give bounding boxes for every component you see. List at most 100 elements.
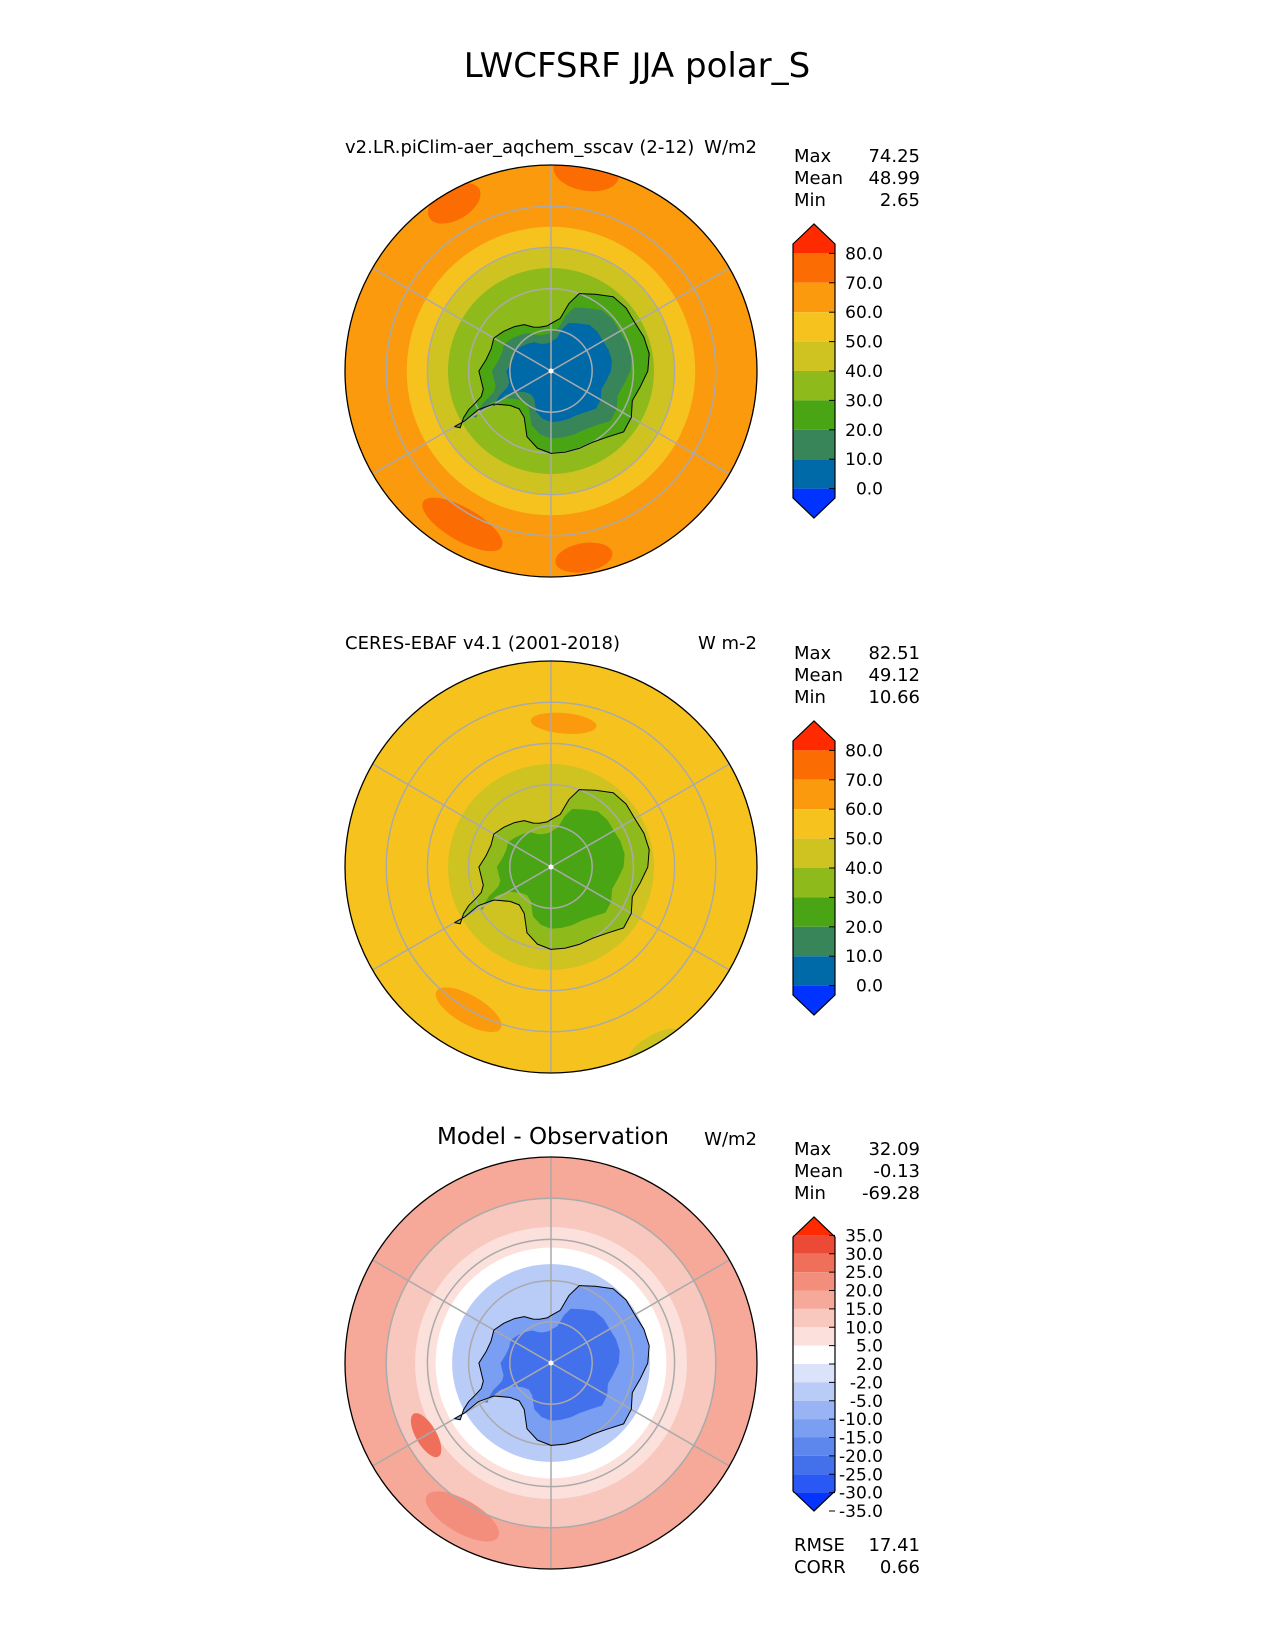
stats-model: Max 74.25 Mean 48.99 Min 2.65	[794, 146, 920, 211]
gridline-lon	[372, 1259, 552, 1364]
gridline-lon	[372, 763, 552, 868]
stat-max-value: 82.51	[868, 643, 920, 664]
pole-marker	[548, 1360, 554, 1366]
stat-corr-value: 0.66	[880, 1557, 920, 1578]
stat-mean-value: 49.12	[868, 665, 920, 686]
colorbar-tick-label: -25.0	[839, 1465, 883, 1485]
stats-obs: Max 82.51 Mean 49.12 Min 10.66	[794, 643, 920, 708]
colorbar-tick-label: 50.0	[845, 830, 883, 850]
colorbar-segment	[793, 1290, 835, 1309]
colorbar-segment	[793, 721, 835, 751]
colorbar-segment	[793, 1455, 835, 1475]
colorbar-segment	[793, 1235, 835, 1254]
colorbar-tick-label: 80.0	[845, 244, 883, 264]
panel-obs: CERES-EBAF v4.1 (2001-2018) W m-2 Max 82…	[344, 633, 920, 1074]
colorbar-segment	[793, 750, 835, 780]
colorbar-tick-label: 60.0	[845, 303, 883, 323]
colorbar-segment	[793, 1345, 835, 1364]
gridline-lon	[550, 267, 730, 372]
colorbar-tick-label: 70.0	[845, 274, 883, 294]
gridline-lon	[550, 866, 730, 971]
colorbar-tick-label: -20.0	[839, 1447, 883, 1467]
colorbar-segment	[793, 341, 835, 371]
colorbar-tick-label: 60.0	[845, 800, 883, 820]
coastline	[454, 1285, 650, 1446]
colorbar-tick-label: 0.0	[856, 977, 883, 997]
panel-diff-title: Model - Observation	[437, 1124, 669, 1150]
gridline-lon	[550, 763, 730, 868]
colorbar-tick-label: 15.0	[845, 1300, 883, 1320]
stat-max-label: Max	[794, 643, 832, 664]
colorbar-tick-label: 5.0	[856, 1337, 883, 1357]
stat-min-value: -69.28	[862, 1183, 920, 1204]
colorbar-segment	[793, 429, 835, 460]
colorbar-tick-label: 35.0	[845, 1226, 883, 1246]
colorbar-tick-label: 40.0	[845, 859, 883, 879]
colorbar-obs: 80.0 70.0 60.0 50.0 40.0 30.0 20.0 10.0 0.0	[792, 720, 883, 1016]
colorbar-segment	[793, 956, 835, 986]
colorbar-segment	[793, 1308, 835, 1328]
stat-max-label: Max	[794, 1139, 832, 1160]
stat-max-value: 74.25	[868, 146, 920, 167]
stat-mean-value: -0.13	[873, 1161, 920, 1182]
colorbar-segment	[793, 1474, 835, 1493]
stat-min-value: 10.66	[868, 687, 920, 708]
gridline-lon	[550, 1259, 730, 1364]
colorbar-segment	[793, 488, 835, 518]
colorbar-tick-label: 25.0	[845, 1263, 883, 1283]
pole-marker	[548, 864, 554, 870]
colorbar-tick-label: 40.0	[845, 362, 883, 382]
map-border	[344, 660, 758, 1074]
colorbar-segment	[793, 985, 835, 1015]
stat-max-label: Max	[794, 146, 832, 167]
colorbar-tick-label: 2.0	[856, 1355, 883, 1375]
colorbar-model: 80.0 70.0 60.0 50.0 40.0 30.0 20.0 10.0 0.0	[792, 223, 883, 519]
colorbar-segment	[793, 224, 835, 254]
colorbar-tick-label: 0.0	[856, 480, 883, 500]
colorbar-segment	[793, 809, 835, 839]
gridline-lon	[550, 370, 730, 475]
colorbar-segment	[793, 282, 835, 313]
panel-obs-title: CERES-EBAF v4.1 (2001-2018)	[345, 633, 620, 654]
colorbar-tick-label: -2.0	[850, 1373, 883, 1393]
colorbar-outline	[792, 1216, 836, 1512]
colorbar-diff: 35.030.025.020.015.010.05.02.0-2.0-5.0-1…	[792, 1216, 883, 1522]
stat-mean-label: Mean	[794, 168, 843, 189]
colorbar-outline	[792, 720, 836, 1016]
colorbar-segment	[793, 1382, 835, 1401]
field-band-3	[555, 542, 613, 573]
panel-obs-units: W m-2	[698, 633, 757, 654]
colorbar-segment	[793, 312, 835, 342]
panel-model: v2.LR.piClim-aer_aqchem_sscav (2-12) W/m…	[344, 137, 920, 578]
colorbar-segment	[793, 1419, 835, 1438]
colorbar-segment	[793, 400, 835, 430]
stat-mean-label: Mean	[794, 1161, 843, 1182]
colorbar-outline	[792, 223, 836, 519]
gridline-lon	[550, 1362, 730, 1467]
colorbar-tick-label: 80.0	[845, 741, 883, 761]
colorbar-tick-label: 30.0	[845, 1245, 883, 1265]
colorbar-tick-label: -35.0	[839, 1502, 883, 1522]
field-band-2	[422, 497, 503, 552]
stat-min-value: 2.65	[880, 190, 920, 211]
colorbar-segment	[793, 253, 835, 283]
panel-diff: Model - Observation W/m2 Max 32.09 Mean …	[344, 1124, 920, 1578]
colorbar-segment	[793, 371, 835, 401]
colorbar-segment	[793, 1327, 835, 1346]
stat-min-label: Min	[794, 190, 826, 211]
colorbar-tick-label: 30.0	[845, 391, 883, 411]
colorbar-segment	[793, 868, 835, 898]
field-band-1	[530, 712, 597, 734]
stat-corr-label: CORR	[794, 1557, 846, 1578]
map-overlay-obs	[344, 660, 758, 1074]
field-band-0	[553, 165, 619, 192]
colorbar-tick-label: 50.0	[845, 333, 883, 353]
colorbar-segment	[793, 1491, 835, 1511]
colorbar-segment	[793, 1253, 835, 1273]
colorbar-segment	[793, 926, 835, 957]
colorbar-segment	[793, 1364, 835, 1383]
stat-mean-value: 48.99	[868, 168, 920, 189]
panel-diff-units: W/m2	[704, 1129, 757, 1150]
stat-min-label: Min	[794, 1183, 826, 1204]
